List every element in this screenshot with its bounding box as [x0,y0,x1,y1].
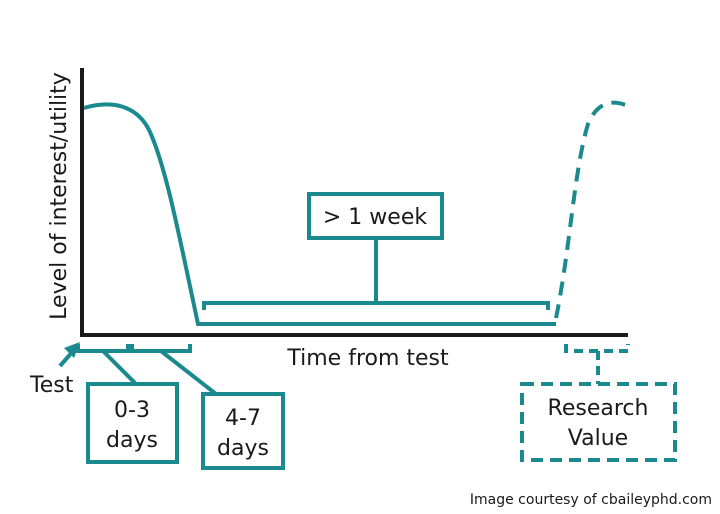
box-early-line2: days [106,428,158,453]
box-long-label: > 1 week [323,205,427,230]
research-value-curve [554,100,629,319]
interest-curve [83,102,556,326]
box-mid [201,392,285,470]
bracket-research [564,344,630,353]
bracket-early [76,344,130,353]
box-mid-line1: 4-7 [225,406,261,431]
box-research-line2: Value [568,426,628,451]
bracket-mid [130,344,192,353]
box-early [86,382,179,464]
box-early-line1: 0-3 [114,398,150,423]
connector-mid [159,349,218,396]
x-axis-label: Time from test [286,346,449,371]
test-label: Test [29,373,74,398]
box-research [520,382,677,462]
box-long [307,192,444,240]
image-credit: Image courtesy of cbaileyphd.com [469,492,712,508]
box-mid-line2: days [217,436,269,461]
y-axis-label: Level of interest/utility [47,72,72,320]
box-research-line1: Research [548,396,649,421]
connector-early [101,349,138,386]
bracket-long [202,301,550,310]
